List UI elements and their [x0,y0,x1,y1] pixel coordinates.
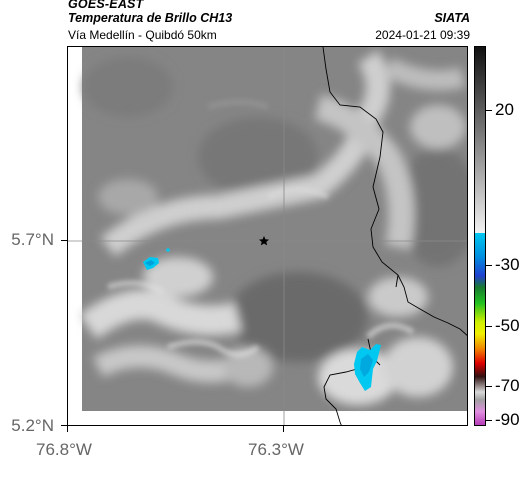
satellite-map[interactable] [67,46,468,426]
star-icon[interactable] [259,236,269,246]
cold-cloud-tops [143,248,381,391]
lon-tick-mark [67,426,68,432]
lat-tick-label: 5.2°N [11,416,54,435]
lon-tick-label: 76.3°W [248,440,304,459]
cloud-field [79,47,467,411]
organization-label: SIATA [434,11,470,25]
satellite-title: GOES-EAST [68,0,144,11]
route-subtitle: Vía Medellín - Quibdó 50km [68,28,217,42]
colorbar-tick [486,326,492,327]
satellite-imagery [68,47,467,425]
lat-tick-label: 5.7°N [11,230,54,249]
colorbar-label: -90 [495,410,520,429]
colorbar-label: 20 [495,100,514,119]
map-header: GOES-EAST Temperatura de Brillo CH13 Vía… [68,0,470,46]
timestamp-label: 2024-01-21 09:39 [375,28,470,42]
colorbar-gradient [475,47,485,425]
lon-tick-mark [283,426,284,432]
colorbar-label: -50 [495,316,520,335]
colorbar-label: -70 [495,376,520,395]
product-title: Temperatura de Brillo CH13 [68,11,233,25]
colorbar-label: -30 [495,255,520,274]
colorbar-tick [486,265,492,266]
colorbar [474,46,486,426]
lon-tick-label: 76.8°W [36,440,92,459]
lat-tick-mark [61,240,67,241]
colorbar-tick [486,110,492,111]
colorbar-tick [486,386,492,387]
lat-tick-mark [61,425,67,426]
colorbar-tick [486,420,492,421]
